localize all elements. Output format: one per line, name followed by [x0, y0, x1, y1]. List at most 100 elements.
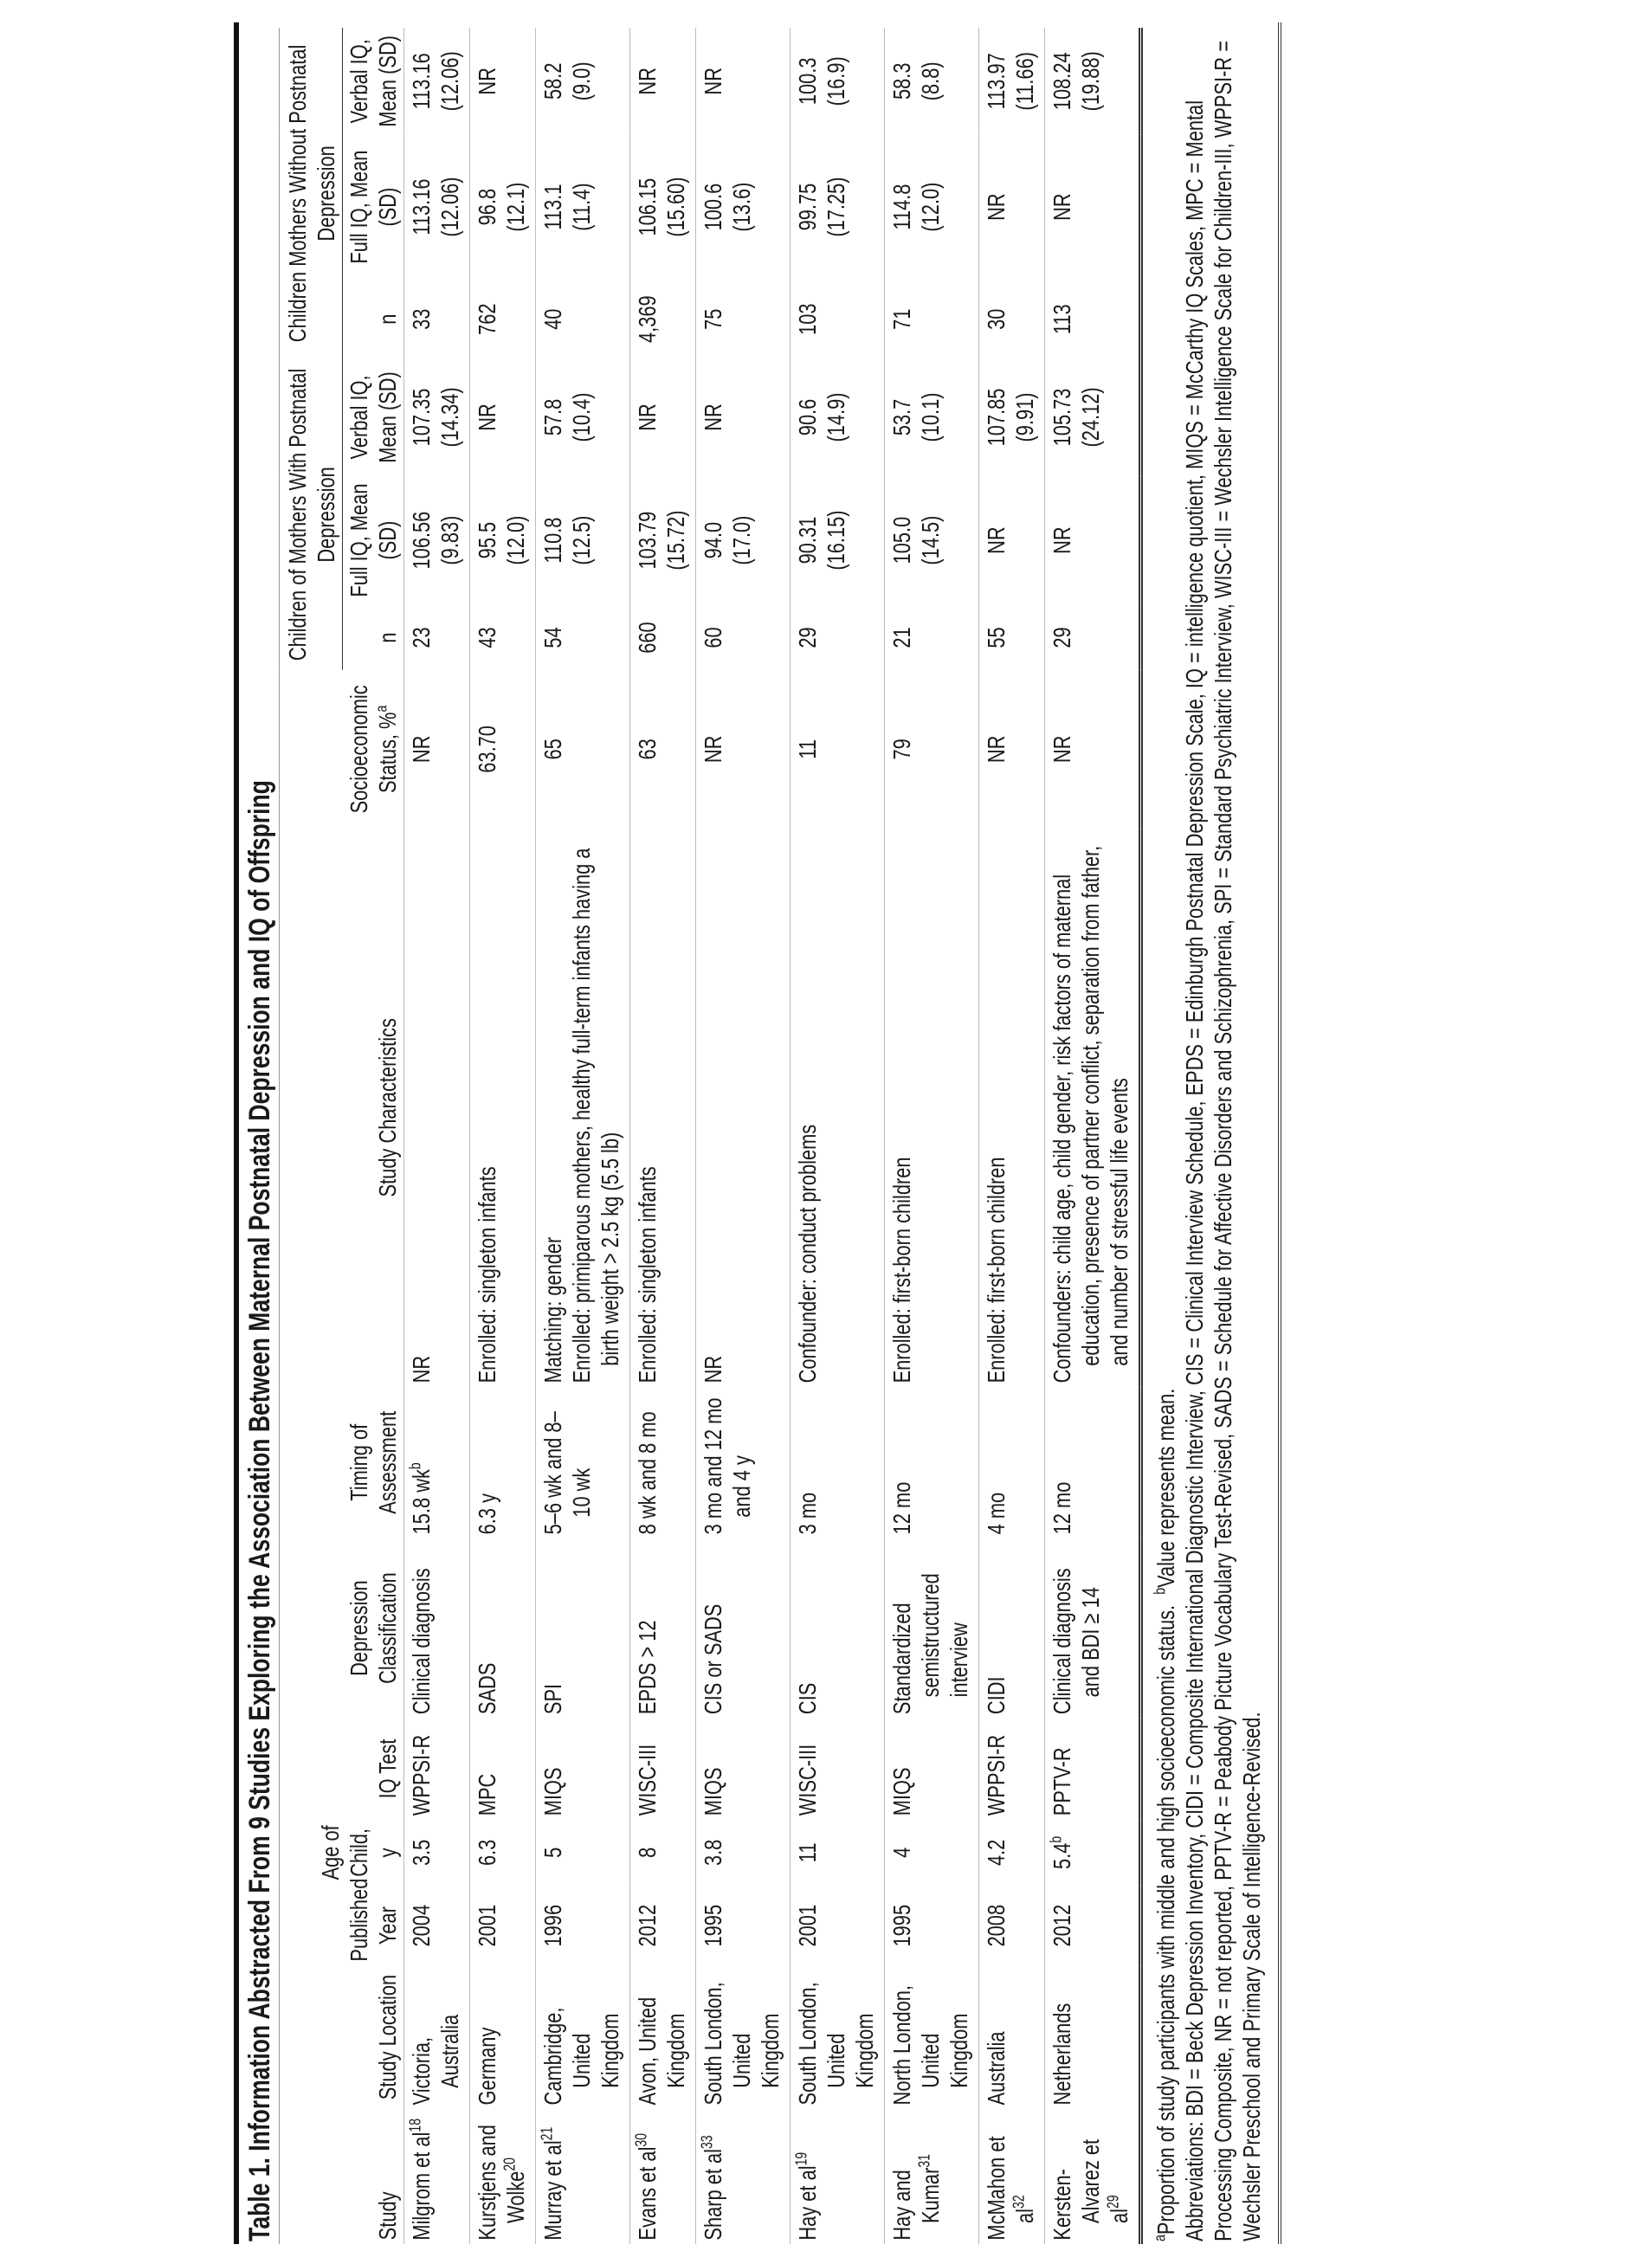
- header-socioeconomic-status: Socioeconomic Status, %a: [280, 670, 404, 829]
- cell-depression-classification: CIDI: [979, 1538, 1045, 1719]
- verbal-iq-with-sd: (24.12): [1077, 387, 1104, 448]
- cell-n-without: 71: [885, 280, 979, 359]
- age-text: 5: [539, 1847, 566, 1858]
- cell-full-iq-without: 106.15 (15.60): [630, 135, 696, 280]
- table-row: Hay et al19 South London, United Kingdom 2…: [790, 28, 885, 2245]
- ses-text: 65: [539, 739, 566, 760]
- cell-study-characteristics: Enrolled: first-born children: [979, 829, 1045, 1387]
- cell-n-with: 29: [791, 605, 885, 670]
- characteristics-line: Confounder: conduct problems: [794, 1124, 821, 1383]
- cell-verbal-iq-with: NR: [630, 359, 696, 475]
- header-depression-classification: Depression Classification: [345, 1572, 401, 1684]
- verbal-iq-with-mean: NR: [700, 403, 726, 431]
- cell-study: Hay et al19: [791, 2109, 885, 2244]
- depression-text: Standardized semistructured interview: [888, 1573, 972, 1715]
- cell-verbal-iq-without: 113.16 (12.06): [404, 28, 470, 134]
- cell-study-characteristics: Confounders: child age, child gender, ri…: [1045, 829, 1141, 1387]
- depression-text: SPI: [539, 1683, 566, 1715]
- cell-age: 5.4b: [1045, 1820, 1141, 1887]
- age-text: 4.2: [983, 1839, 1010, 1867]
- depression-text: SADS: [474, 1662, 500, 1715]
- verbal-iq-without-mean: NR: [474, 68, 500, 95]
- year-text: 1995: [700, 1904, 726, 1947]
- cell-verbal-iq-without: 58.3 (8.8): [885, 28, 979, 134]
- full-iq-without-sd: (12.06): [436, 177, 463, 237]
- cell-study-characteristics: Enrolled: singleton infants: [630, 829, 696, 1387]
- cell-ses: NR: [1045, 670, 1141, 829]
- cell-study: McMahon et al32: [979, 2109, 1045, 2244]
- ses-text: 63.70: [474, 726, 500, 773]
- footnote-mark: b: [406, 1462, 424, 1470]
- timing-text: 12 mo: [1049, 1481, 1075, 1535]
- cell-study: Milgrom et al18: [404, 2109, 470, 2244]
- header-location: Study Location: [374, 1974, 401, 2100]
- cell-iq-test: WPPSI-R: [979, 1718, 1045, 1819]
- cell-full-iq-with: 90.31 (16.15): [791, 475, 885, 605]
- cell-iq-test: MIQS: [536, 1718, 630, 1819]
- cell-depression-classification: Clinical diagnosis: [404, 1538, 470, 1719]
- cell-year: 2001: [470, 1886, 536, 1965]
- location-text: Cambridge, United Kingdom: [539, 2007, 623, 2106]
- verbal-iq-without-sd: (16.9): [823, 56, 849, 106]
- verbal-iq-with-sd: (10.4): [568, 392, 595, 442]
- study-name: Murray et al: [539, 2140, 566, 2241]
- timing-text: 5–6 wk and 8–10 wk: [539, 1411, 595, 1535]
- location-text: Australia: [983, 2031, 1010, 2106]
- n-with: 29: [794, 627, 821, 648]
- table-header: Study Study Location Published Year Age …: [279, 28, 404, 2245]
- verbal-iq-with-mean: NR: [474, 403, 500, 431]
- verbal-iq-without-sd: (8.8): [917, 61, 944, 101]
- depression-text: Clinical diagnosis: [408, 1568, 435, 1715]
- full-iq-without-mean: 114.8: [888, 184, 915, 230]
- full-iq-without-sd: (17.25): [823, 177, 849, 237]
- cell-location: Avon, United Kingdom: [630, 1965, 696, 2109]
- cell-full-iq-without: 100.6 (13.6): [696, 135, 791, 280]
- cell-full-iq-with: NR: [979, 475, 1045, 605]
- year-text: 1996: [539, 1904, 566, 1947]
- iq-test-text: MIQS: [888, 1767, 915, 1816]
- header-study-characteristics: Study Characteristics: [374, 1018, 401, 1197]
- characteristics-line: Matching: gender: [539, 1236, 566, 1383]
- verbal-iq-without-mean: 58.2: [539, 62, 566, 100]
- cell-verbal-iq-with: 105.73 (24.12): [1045, 359, 1141, 475]
- full-iq-without-mean: 100.6: [700, 183, 726, 231]
- cell-full-iq-with: 106.56 (9.83): [404, 475, 470, 605]
- year-text: 2008: [983, 1904, 1010, 1947]
- header-year: Published Year: [345, 1878, 401, 1962]
- age-text: 3.5: [408, 1839, 435, 1867]
- cell-n-with: 660: [630, 605, 696, 670]
- full-iq-with-sd: (9.83): [436, 515, 463, 565]
- verbal-iq-without-sd: (11.66): [1011, 51, 1038, 111]
- n-with: 21: [888, 627, 915, 648]
- location-text: Netherlands: [1049, 2003, 1075, 2106]
- cell-timing: 3 mo: [791, 1387, 885, 1538]
- verbal-iq-without-mean: 58.3: [888, 62, 915, 100]
- study-name: McMahon et al: [983, 2136, 1038, 2241]
- year-text: 2012: [1049, 1904, 1075, 1947]
- iq-test-text: MIQS: [539, 1767, 566, 1816]
- cell-iq-test: WPPSI-R: [404, 1718, 470, 1819]
- header-iq-test: IQ Test: [374, 1738, 401, 1799]
- cell-depression-classification: SPI: [536, 1538, 630, 1719]
- cell-study: Murray et al21: [536, 2109, 630, 2244]
- cell-year: 2004: [404, 1886, 470, 1965]
- study-name: Hay et al: [794, 2165, 821, 2241]
- cell-location: Cambridge, United Kingdom: [536, 1965, 630, 2109]
- age-text: 11: [794, 1842, 821, 1863]
- verbal-iq-with-sd: (9.91): [1011, 392, 1038, 442]
- cell-iq-test: PPTV-R: [1045, 1718, 1141, 1819]
- verbal-iq-without-mean: 108.24: [1049, 52, 1075, 111]
- year-text: 1995: [888, 1904, 915, 1947]
- study-name: Evans et al: [634, 2146, 661, 2241]
- year-text: 2001: [794, 1904, 821, 1947]
- cell-verbal-iq-without: 58.2 (9.0): [536, 28, 630, 134]
- header-verbal-iq-with: Verbal IQ, Mean (SD): [345, 371, 401, 463]
- cell-iq-test: MPC: [470, 1718, 536, 1819]
- cell-iq-test: MIQS: [696, 1718, 791, 1819]
- cell-year: 1995: [885, 1886, 979, 1965]
- table-row: Milgrom et al18 Victoria, Australia 2004 3.…: [403, 28, 470, 2245]
- iq-test-text: WISC-III: [794, 1744, 821, 1816]
- cell-study-characteristics: Confounder: conduct problems: [791, 829, 885, 1387]
- full-iq-with-mean: 95.5: [474, 521, 500, 559]
- full-iq-without-mean: 113.1: [539, 184, 566, 230]
